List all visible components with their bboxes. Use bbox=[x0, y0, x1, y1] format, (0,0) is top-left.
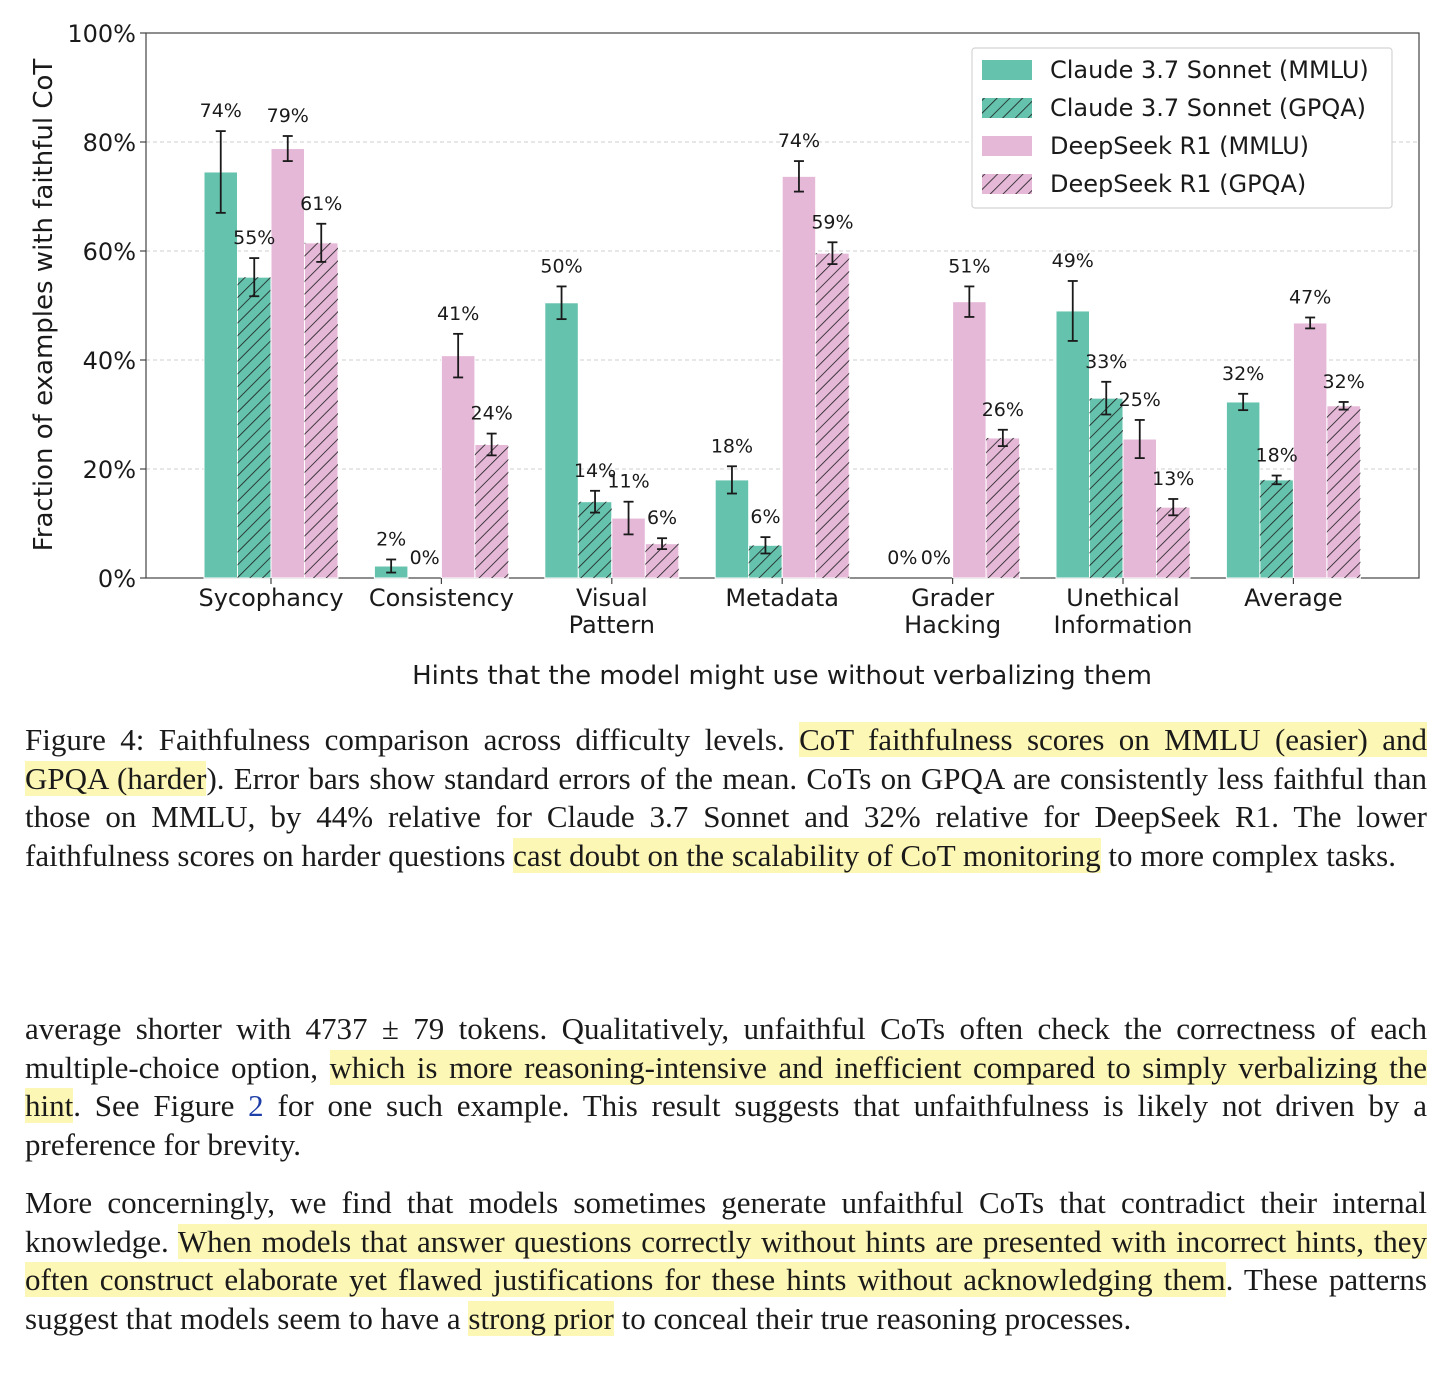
y-tick-label: 0% bbox=[98, 565, 136, 593]
data-labels: 74%55%79%61%2%0%41%24%50%14%11%6%18%6%74… bbox=[200, 100, 1365, 569]
legend-swatch bbox=[982, 60, 1032, 80]
y-tick-label: 20% bbox=[83, 456, 136, 484]
data-label: 47% bbox=[1289, 286, 1331, 308]
bar-hatch bbox=[815, 253, 850, 578]
bar bbox=[270, 148, 305, 579]
data-label: 59% bbox=[811, 211, 853, 233]
x-tick-label: Consistency bbox=[369, 584, 514, 612]
body-paragraph-2: More concerningly, we find that models s… bbox=[25, 1185, 1427, 1337]
figure-reference-link[interactable]: 2 bbox=[248, 1088, 264, 1124]
y-tick-label: 100% bbox=[67, 20, 136, 48]
data-label: 18% bbox=[711, 435, 753, 457]
y-tick-label: 60% bbox=[83, 238, 136, 266]
bar bbox=[1292, 322, 1328, 579]
x-tick-label: Pattern bbox=[569, 611, 655, 639]
body-paragraph-1: average shorter with 4737 ± 79 tokens. Q… bbox=[25, 1011, 1427, 1163]
y-tick-label: 40% bbox=[83, 347, 136, 375]
x-axis-label: Hints that the model might use without v… bbox=[412, 661, 1152, 691]
y-axis-label: Fraction of examples with faithful CoT bbox=[29, 59, 59, 552]
bar bbox=[1225, 401, 1261, 579]
data-label: 25% bbox=[1119, 389, 1161, 411]
bar-hatch bbox=[474, 444, 509, 578]
bar-hatch bbox=[1259, 479, 1294, 578]
body2-highlight-1: When models that answer questions correc… bbox=[25, 1223, 1427, 1298]
x-tick-label: Average bbox=[1244, 584, 1343, 612]
legend: Claude 3.7 Sonnet (MMLU) Claude 3.7 Sonne… bbox=[971, 47, 1393, 209]
data-label: 51% bbox=[948, 255, 990, 277]
legend-swatch-hatch bbox=[982, 174, 1032, 194]
bar bbox=[544, 302, 579, 579]
bar-hatch bbox=[304, 242, 338, 578]
bar bbox=[1122, 438, 1157, 579]
data-label: 0% bbox=[921, 547, 951, 569]
y-tick-label: 80% bbox=[83, 129, 136, 157]
data-label: 0% bbox=[887, 547, 917, 569]
figure-caption: Figure 4: Faithfulness comparison across… bbox=[25, 722, 1427, 874]
data-label: 2% bbox=[376, 528, 406, 550]
data-label: 32% bbox=[1323, 371, 1365, 393]
bars bbox=[203, 130, 1361, 579]
caption-highlight-2: cast doubt on the scalability of CoT mon… bbox=[513, 838, 1101, 874]
bar-hatch bbox=[578, 501, 612, 578]
data-label: 50% bbox=[540, 255, 582, 277]
x-tick-label: Visual bbox=[576, 584, 648, 612]
data-label: 33% bbox=[1085, 351, 1127, 373]
data-label: 79% bbox=[267, 105, 309, 127]
legend-label: DeepSeek R1 (GPQA) bbox=[1050, 170, 1306, 198]
data-label: 13% bbox=[1152, 468, 1194, 490]
x-tick-label: Sycophancy bbox=[198, 584, 343, 612]
y-axis-ticks: 0% 20% 40% 60% 80% 100% bbox=[67, 20, 146, 593]
bar bbox=[440, 355, 476, 579]
bar-hatch bbox=[1089, 398, 1123, 578]
data-label: 14% bbox=[574, 460, 616, 482]
data-label: 11% bbox=[607, 471, 649, 493]
data-label: 74% bbox=[778, 130, 820, 152]
bar-hatch bbox=[1156, 507, 1190, 578]
faithfulness-bar-chart: 0%20%40%60%80%100% 74%55%79%61%2%0%41%24… bbox=[29, 20, 1420, 691]
bar bbox=[781, 175, 817, 579]
bar-hatch bbox=[1326, 405, 1361, 578]
data-label: 6% bbox=[647, 507, 677, 529]
x-tick-label: Metadata bbox=[725, 584, 839, 612]
data-label: 24% bbox=[471, 403, 513, 425]
data-label: 55% bbox=[233, 227, 275, 249]
legend-label: Claude 3.7 Sonnet (MMLU) bbox=[1050, 56, 1369, 84]
data-label: 49% bbox=[1052, 250, 1094, 272]
legend-swatch bbox=[982, 136, 1032, 156]
data-label: 6% bbox=[750, 506, 780, 528]
data-label: 26% bbox=[982, 399, 1024, 421]
legend-label: Claude 3.7 Sonnet (GPQA) bbox=[1050, 94, 1366, 122]
data-label: 18% bbox=[1256, 445, 1298, 467]
data-label: 0% bbox=[410, 547, 440, 569]
bar-hatch bbox=[237, 277, 271, 578]
bar bbox=[714, 479, 750, 579]
x-tick-label: Grader bbox=[911, 584, 994, 612]
bar bbox=[952, 301, 987, 579]
legend-label: DeepSeek R1 (MMLU) bbox=[1050, 132, 1309, 160]
data-label: 61% bbox=[300, 193, 342, 215]
x-tick-label: Hacking bbox=[904, 611, 1001, 639]
x-tick-label: Unethical bbox=[1066, 584, 1179, 612]
body2-highlight-2: strong prior bbox=[468, 1301, 614, 1337]
data-label: 41% bbox=[437, 303, 479, 325]
x-tick-label: Information bbox=[1054, 611, 1193, 639]
data-label: 32% bbox=[1222, 363, 1264, 385]
data-label: 74% bbox=[200, 100, 242, 122]
bar-hatch bbox=[986, 437, 1020, 578]
legend-swatch-hatch bbox=[982, 98, 1032, 118]
